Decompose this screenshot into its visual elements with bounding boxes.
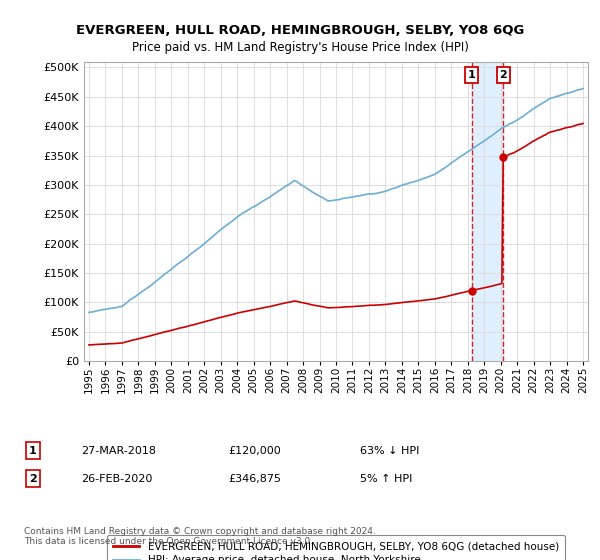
Text: Contains HM Land Registry data © Crown copyright and database right 2024.
This d: Contains HM Land Registry data © Crown c… [24, 526, 376, 546]
Text: £346,875: £346,875 [228, 474, 281, 484]
Text: 1: 1 [467, 70, 475, 80]
Text: 2: 2 [29, 474, 37, 484]
Text: 2: 2 [499, 70, 507, 80]
Text: EVERGREEN, HULL ROAD, HEMINGBROUGH, SELBY, YO8 6QG: EVERGREEN, HULL ROAD, HEMINGBROUGH, SELB… [76, 24, 524, 38]
Text: 63% ↓ HPI: 63% ↓ HPI [360, 446, 419, 456]
Legend: EVERGREEN, HULL ROAD, HEMINGBROUGH, SELBY, YO8 6QG (detached house), HPI: Averag: EVERGREEN, HULL ROAD, HEMINGBROUGH, SELB… [107, 535, 565, 560]
Text: Price paid vs. HM Land Registry's House Price Index (HPI): Price paid vs. HM Land Registry's House … [131, 41, 469, 54]
Text: 1: 1 [29, 446, 37, 456]
Text: 5% ↑ HPI: 5% ↑ HPI [360, 474, 412, 484]
Text: 27-MAR-2018: 27-MAR-2018 [81, 446, 156, 456]
Bar [472, 62, 503, 361]
Text: £120,000: £120,000 [228, 446, 281, 456]
Text: 26-FEB-2020: 26-FEB-2020 [81, 474, 152, 484]
